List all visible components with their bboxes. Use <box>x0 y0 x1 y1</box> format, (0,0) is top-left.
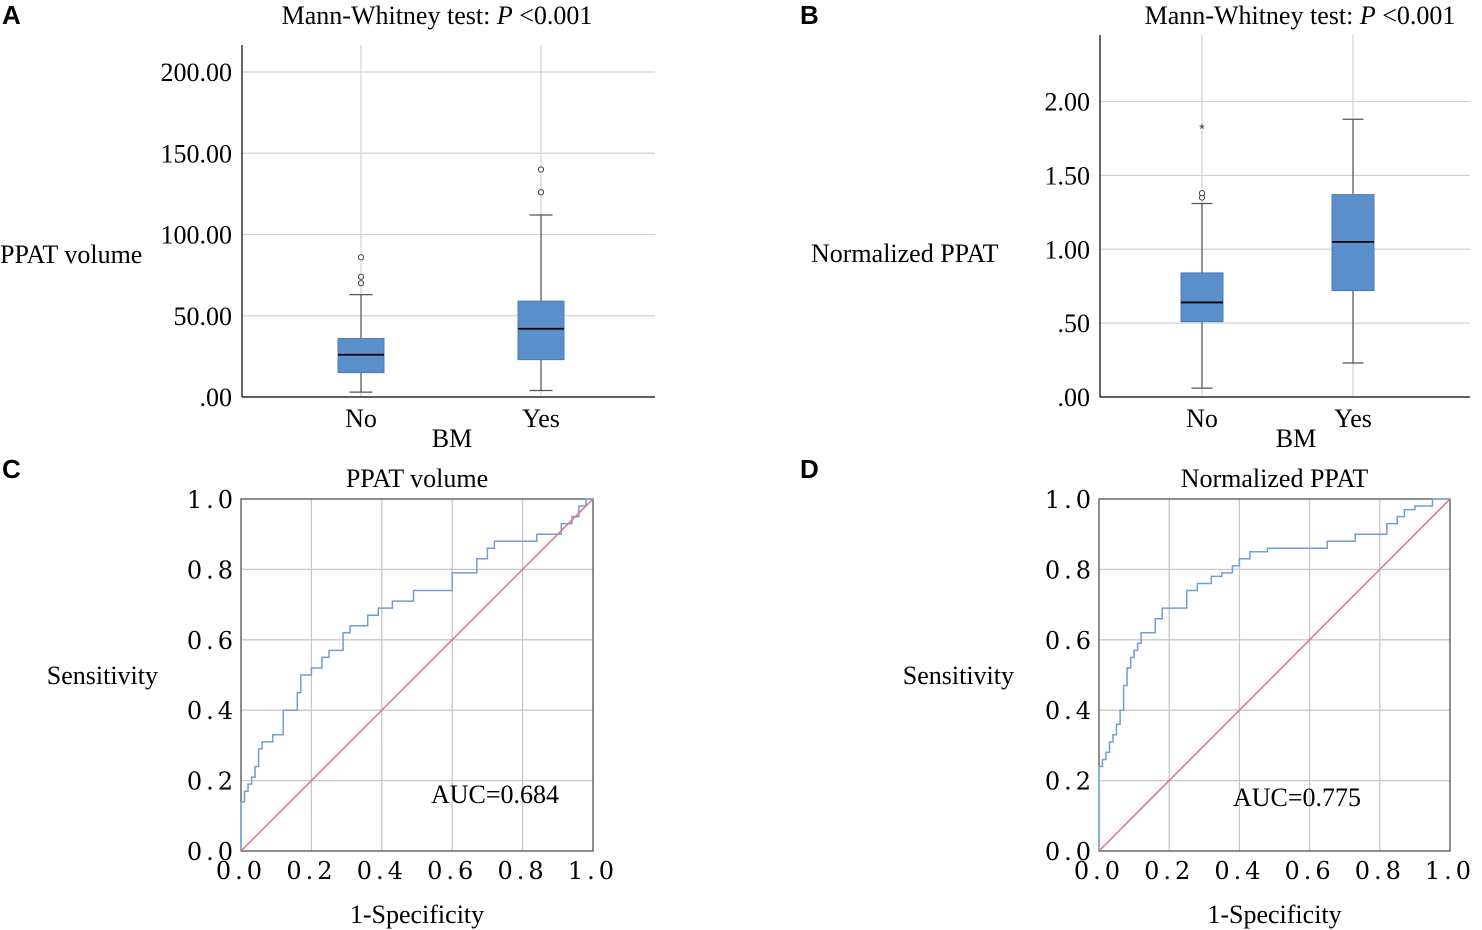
x-tick-label: 1.0 <box>1425 857 1475 885</box>
plot-frame <box>240 498 594 852</box>
reference-diagonal <box>240 498 594 852</box>
y-tick-label: 100.00 <box>161 221 233 250</box>
y-tick-label: 0.0 <box>1045 838 1095 866</box>
panel-b-boxplot: .00 .50 1.00 1.50 2.00 * No Yes BM Normalized PPA… <box>811 35 1470 453</box>
y-axis-title: PPAT volume <box>0 240 142 269</box>
y-tick-label: .50 <box>1058 309 1091 338</box>
auc-annotation: AUC=0.775 <box>1233 783 1361 812</box>
roc-curve <box>1098 498 1450 851</box>
x-tick-label: 1.0 <box>568 857 618 885</box>
outlier-point <box>1198 190 1206 197</box>
y-tick-label: 1.00 <box>1045 235 1091 264</box>
panel-letter-a: A <box>2 0 21 30</box>
y-tick-label: 0.8 <box>1045 556 1095 584</box>
x-tick-label: 0.4 <box>1214 857 1264 885</box>
y-tick-label: 1.50 <box>1045 161 1091 190</box>
x-category-label: No <box>1186 404 1218 433</box>
y-tick-label: 50.00 <box>174 302 233 331</box>
y-tick-label: 200.00 <box>161 58 233 87</box>
x-tick-label: 0.2 <box>1144 857 1194 885</box>
chart-title: Normalized PPAT <box>1181 464 1369 493</box>
x-tick-label: 0.8 <box>1355 857 1405 885</box>
outlier-point <box>537 189 545 196</box>
extreme-point: * <box>1199 121 1205 137</box>
x-category-label: Yes <box>1334 404 1372 433</box>
y-tick-label: 0.8 <box>187 556 237 584</box>
x-axis-title: 1-Specificity <box>350 900 484 929</box>
y-tick-label: 0.2 <box>187 768 237 796</box>
y-axis-title: Sensitivity <box>903 661 1014 690</box>
x-tick-label: 0.0 <box>216 857 266 885</box>
panel-letter-d: D <box>800 454 819 484</box>
y-axis-title: Normalized PPAT <box>811 239 999 268</box>
x-tick-label: 0.6 <box>1285 857 1335 885</box>
y-tick-label: 1.0 <box>1045 486 1095 514</box>
y-tick-label: 0.4 <box>1045 697 1095 725</box>
panel-letter-c: C <box>2 454 21 484</box>
y-tick-label: 0.6 <box>1045 627 1095 655</box>
panel-c-roc: PPAT volume 0.00.0 0.2 0.2 0.4 0.4 0.6 0.6 0.8 0.… <box>47 464 618 929</box>
outlier-point <box>357 280 365 287</box>
plot-frame <box>1098 498 1451 852</box>
roc-curve <box>240 498 593 851</box>
y-tick-label: 0.0 <box>187 838 237 866</box>
x-category-label: Yes <box>522 404 560 433</box>
x-tick-label: 0.0 <box>1074 857 1124 885</box>
x-axis-title: BM <box>1276 424 1316 453</box>
panel-d-roc: Normalized PPAT 0.00.0 0.2 0.2 0.4 0.4 0.6 0.6 0… <box>903 464 1475 929</box>
y-tick-label: 0.4 <box>187 697 237 725</box>
x-tick-label: 0.6 <box>427 857 477 885</box>
box-iqr <box>517 300 565 361</box>
box-iqr <box>1180 272 1224 323</box>
outlier-point <box>357 254 365 261</box>
reference-diagonal <box>1098 498 1451 852</box>
panel-a-boxplot: .00 50.00 100.00 150.00 200.00 No Yes BM PPAT vo… <box>0 45 655 453</box>
panel-a-title: Mann-Whitney test: P <0.001 <box>282 1 593 30</box>
y-tick-label: 0.2 <box>1045 768 1095 796</box>
y-tick-label: 1.0 <box>187 486 237 514</box>
x-axis-title: 1-Specificity <box>1207 900 1341 929</box>
auc-annotation: AUC=0.684 <box>431 780 559 809</box>
y-tick-label: 0.6 <box>187 627 237 655</box>
panel-b-title: Mann-Whitney test: P <0.001 <box>1145 1 1456 30</box>
outlier-point <box>357 273 365 280</box>
chart-title: PPAT volume <box>346 464 488 493</box>
panel-letter-b: B <box>800 0 819 30</box>
x-tick-label: 0.2 <box>286 857 336 885</box>
y-tick-label: .00 <box>200 383 233 412</box>
y-tick-label: 150.00 <box>161 139 233 168</box>
y-axis-title: Sensitivity <box>47 661 158 690</box>
x-tick-label: 0.4 <box>357 857 407 885</box>
x-axis-title: BM <box>432 424 472 453</box>
x-category-label: No <box>345 404 377 433</box>
y-tick-label: 2.00 <box>1045 88 1091 117</box>
outlier-point <box>537 166 545 173</box>
y-tick-label: .00 <box>1058 383 1091 412</box>
x-tick-label: 0.8 <box>498 857 548 885</box>
